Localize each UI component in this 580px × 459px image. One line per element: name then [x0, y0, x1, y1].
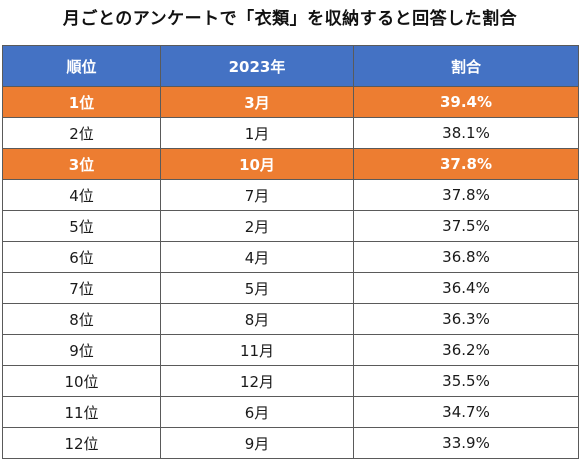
column-header-rank: 順位	[2, 45, 161, 87]
share-cell: 35.5%	[353, 365, 579, 397]
page-title: 月ごとのアンケートで「衣類」を収納すると回答した割合	[62, 9, 518, 29]
table-row: 10位 12月 35.5%	[2, 365, 579, 397]
rank-cell: 10位	[2, 365, 161, 397]
share-cell: 36.8%	[353, 241, 579, 273]
rank-cell: 4位	[2, 179, 161, 211]
rank-cell: 3位	[2, 148, 161, 180]
month-cell: 4月	[160, 241, 354, 273]
month-cell: 9月	[160, 427, 354, 459]
rank-cell: 8位	[2, 303, 161, 335]
rank-cell: 6位	[2, 241, 161, 273]
share-cell: 37.8%	[353, 148, 579, 180]
table-row: 8位 8月 36.3%	[2, 303, 579, 335]
ranking-table: 順位 2023年 割合 1位 3月 39.4% 2位 1月 38.1% 3位 10月 37.8%…	[2, 45, 579, 459]
share-cell: 37.8%	[353, 179, 579, 211]
share-cell: 36.3%	[353, 303, 579, 335]
month-cell: 7月	[160, 179, 354, 211]
month-cell: 10月	[160, 148, 354, 180]
table-row: 1位 3月 39.4%	[2, 86, 579, 118]
column-header-share: 割合	[353, 45, 579, 87]
table-row: 7位 5月 36.4%	[2, 272, 579, 304]
share-cell: 38.1%	[353, 117, 579, 149]
table-row: 9位 11月 36.2%	[2, 334, 579, 366]
table-row: 4位 7月 37.8%	[2, 179, 579, 211]
column-header-year: 2023年	[160, 45, 354, 87]
table-row: 5位 2月 37.5%	[2, 210, 579, 242]
share-cell: 36.4%	[353, 272, 579, 304]
month-cell: 11月	[160, 334, 354, 366]
rank-cell: 1位	[2, 86, 161, 118]
month-cell: 6月	[160, 396, 354, 428]
rank-cell: 11位	[2, 396, 161, 428]
table-body: 1位 3月 39.4% 2位 1月 38.1% 3位 10月 37.8% 4位 7月 37.8% 5位 2…	[2, 86, 579, 459]
share-cell: 39.4%	[353, 86, 579, 118]
table-row: 12位 9月 33.9%	[2, 427, 579, 459]
share-cell: 34.7%	[353, 396, 579, 428]
month-cell: 3月	[160, 86, 354, 118]
table-header-row: 順位 2023年 割合	[2, 45, 579, 87]
rank-cell: 9位	[2, 334, 161, 366]
table-row: 11位 6月 34.7%	[2, 396, 579, 428]
table-row: 6位 4月 36.8%	[2, 241, 579, 273]
rank-cell: 5位	[2, 210, 161, 242]
table-row: 3位 10月 37.8%	[2, 148, 579, 180]
month-cell: 8月	[160, 303, 354, 335]
rank-cell: 12位	[2, 427, 161, 459]
table-row: 2位 1月 38.1%	[2, 117, 579, 149]
share-cell: 37.5%	[353, 210, 579, 242]
month-cell: 1月	[160, 117, 354, 149]
month-cell: 12月	[160, 365, 354, 397]
month-cell: 5月	[160, 272, 354, 304]
rank-cell: 2位	[2, 117, 161, 149]
month-cell: 2月	[160, 210, 354, 242]
rank-cell: 7位	[2, 272, 161, 304]
share-cell: 33.9%	[353, 427, 579, 459]
share-cell: 36.2%	[353, 334, 579, 366]
